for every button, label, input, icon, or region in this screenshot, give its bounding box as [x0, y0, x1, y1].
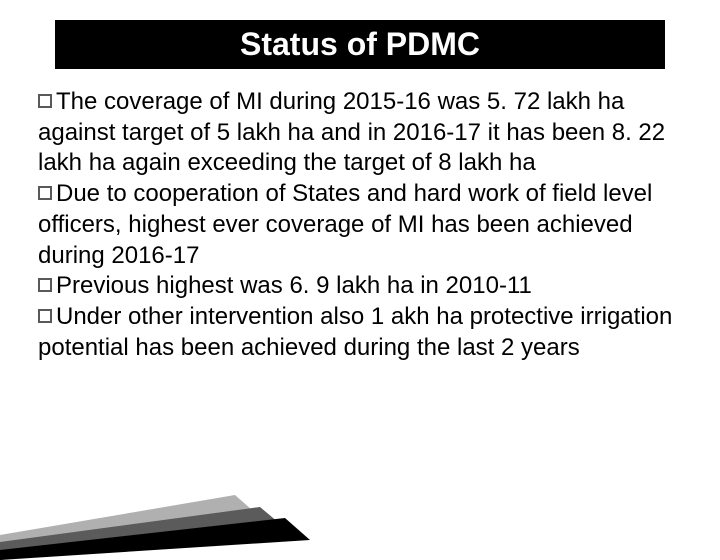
slide-content: The coverage of MI during 2015-16 was 5.…	[0, 69, 720, 363]
bullet-point: Previous highest was 6. 9 lakh ha in 201…	[38, 271, 682, 302]
bullet-point: Due to cooperation of States and hard wo…	[38, 179, 682, 271]
square-bullet-icon	[38, 94, 52, 108]
corner-accent-icon	[0, 480, 310, 560]
bullet-text: Due to cooperation of States and hard wo…	[38, 180, 652, 268]
square-bullet-icon	[38, 186, 52, 200]
square-bullet-icon	[38, 309, 52, 323]
bullet-text: Under other intervention also 1 akh ha p…	[38, 303, 672, 361]
bullet-text: The coverage of MI during 2015-16 was 5.…	[38, 88, 665, 176]
bullet-text: Previous highest was 6. 9 lakh ha in 201…	[56, 272, 532, 299]
bullet-point: The coverage of MI during 2015-16 was 5.…	[38, 87, 682, 179]
bullet-point: Under other intervention also 1 akh ha p…	[38, 302, 682, 363]
slide-title: Status of PDMC	[55, 20, 665, 69]
square-bullet-icon	[38, 278, 52, 292]
